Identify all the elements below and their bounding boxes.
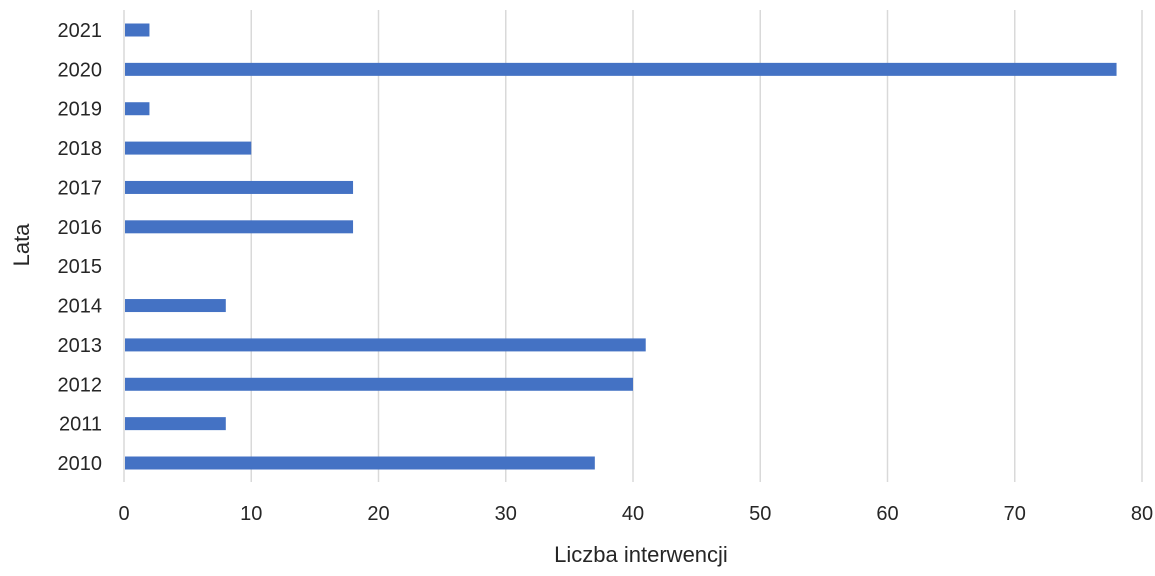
bar-2013 <box>125 338 646 352</box>
bar-2010 <box>125 456 595 470</box>
x-tick-label: 30 <box>495 503 517 525</box>
y-tick-label: 2017 <box>58 177 103 199</box>
y-tick-label: 2021 <box>58 20 103 42</box>
x-tick-label: 10 <box>240 503 262 525</box>
x-tick-label: 20 <box>367 503 389 525</box>
y-tick-label: 2013 <box>58 335 103 357</box>
bars <box>125 23 1117 470</box>
y-tick-label: 2018 <box>58 138 103 160</box>
y-axis-title: Lata <box>9 223 34 267</box>
y-tick-label: 2011 <box>59 414 102 436</box>
bar-2016 <box>125 220 354 234</box>
bar-2021 <box>125 23 150 37</box>
y-tick-label: 2015 <box>58 256 103 278</box>
bar-2012 <box>125 377 633 391</box>
x-tick-label: 50 <box>749 503 771 525</box>
bar-2020 <box>125 62 1117 76</box>
bar-2017 <box>125 180 354 194</box>
y-tick-label: 2019 <box>58 99 103 121</box>
gridlines <box>250 10 1143 482</box>
y-tick-label: 2016 <box>58 217 103 239</box>
bar-2018 <box>125 141 252 155</box>
x-tick-label: 0 <box>118 503 129 525</box>
x-tick-label: 80 <box>1131 503 1153 525</box>
y-tick-label: 2014 <box>58 296 103 318</box>
x-tick-label: 40 <box>622 503 644 525</box>
bar-2011 <box>125 417 226 431</box>
axes: 0 10 20 30 40 50 60 70 80 2010 2011 2012 2013 2014 201… <box>58 10 1153 525</box>
bar-2014 <box>125 299 226 313</box>
y-tick-label: 2020 <box>58 59 103 81</box>
x-axis-title: Liczba interwencji <box>554 542 728 567</box>
bar-2019 <box>125 102 150 116</box>
x-tick-label: 70 <box>1004 503 1026 525</box>
x-tick-label: 60 <box>876 503 898 525</box>
y-tick-label: 2012 <box>58 374 103 396</box>
y-tick-label: 2010 <box>58 453 103 475</box>
